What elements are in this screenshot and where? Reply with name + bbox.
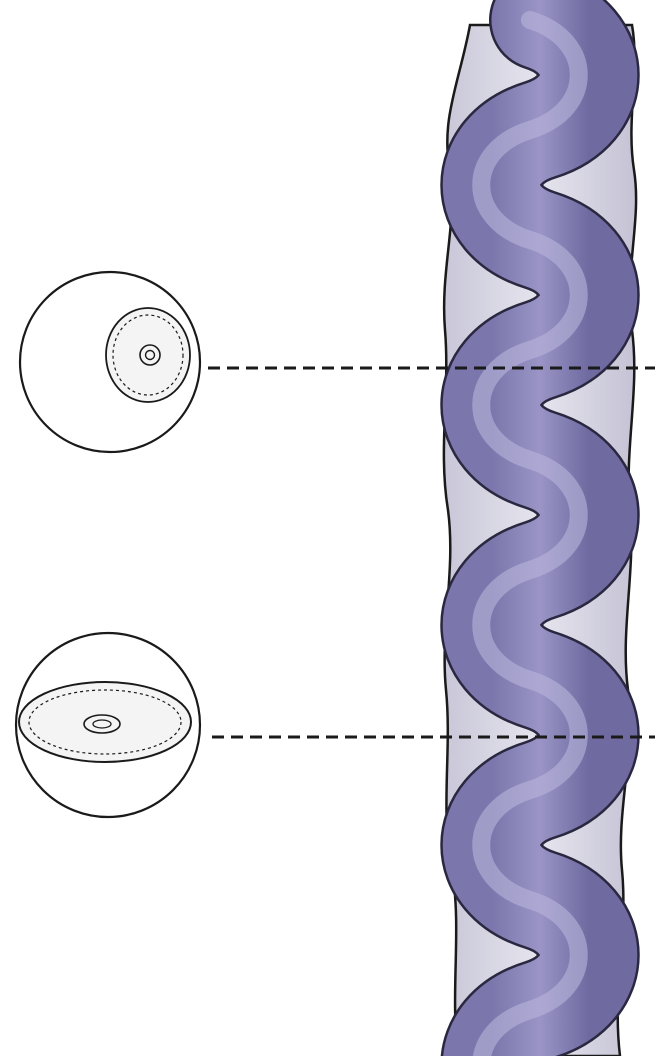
inner-wall <box>18 681 192 763</box>
helix-highlight <box>472 11 588 1056</box>
lumen-core <box>92 719 112 729</box>
inner-wall-dashed <box>112 314 184 396</box>
lumen <box>139 344 161 366</box>
inner-wall <box>105 307 191 403</box>
cross-section-round <box>18 270 202 454</box>
lumen <box>83 714 121 734</box>
inner-wall-dashed <box>28 689 182 755</box>
lumen-core <box>144 349 156 361</box>
vessel <box>440 0 640 1056</box>
cross-section-flat <box>14 631 202 819</box>
